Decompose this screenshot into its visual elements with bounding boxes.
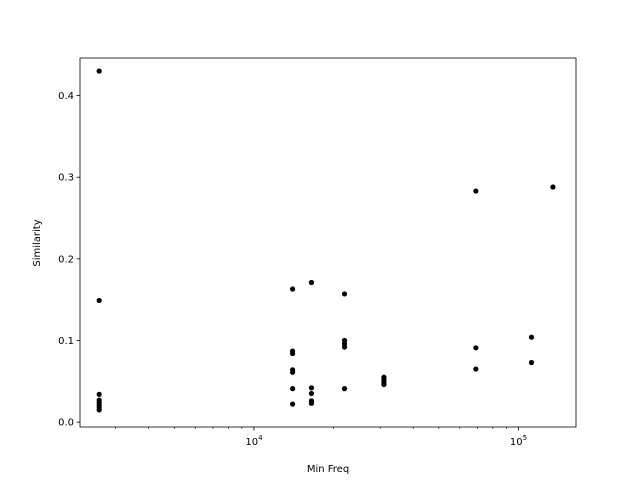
data-point [289,350,296,357]
data-point [308,400,315,406]
y-tick-label: 0.0 [58,418,74,429]
y-tick-label: 0.3 [58,173,74,184]
data-point [528,334,535,340]
data-point [473,188,479,194]
data-point [96,391,102,397]
data-point [289,286,296,292]
data-point [96,68,102,74]
data-point [289,401,296,407]
data-point [341,291,348,297]
y-tick-label: 0.4 [58,91,74,102]
data-point [473,345,479,351]
x-tick-label: 104 [245,434,263,448]
data-point [308,385,315,391]
x-axis-title: Min Freq [307,464,349,475]
data-point [473,366,479,372]
x-tick-label: 105 [510,434,527,448]
data-point [308,390,315,397]
data-point [550,184,556,190]
data-point [96,407,102,413]
y-axis-title: Similarity [32,219,43,266]
y-tick-label: 0.2 [58,254,74,265]
plot-area [96,68,556,413]
data-point [341,386,348,392]
axes: 0.0 0.1 0.2 0.3 0.4 104 105 [58,57,577,448]
data-point [528,359,535,366]
data-point [96,297,102,304]
data-point [341,344,348,350]
data-point [381,381,387,388]
data-point [289,369,296,375]
data-point [308,279,315,286]
data-point [289,386,296,392]
y-tick-label: 0.1 [58,336,74,347]
plot-frame [79,57,577,428]
